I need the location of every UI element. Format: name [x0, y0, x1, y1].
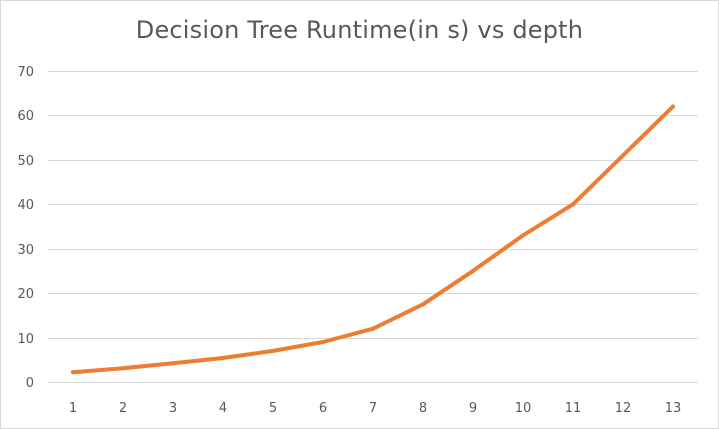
data-point-11 — [571, 202, 575, 207]
x-tick-label: 7 — [369, 401, 377, 416]
x-tick-label: 2 — [119, 401, 127, 416]
data-point-7 — [371, 326, 375, 331]
x-tick-label: 10 — [515, 401, 532, 416]
y-tick-label: 60 — [17, 109, 34, 124]
y-axis-tick-labels: 0 10 20 30 40 50 60 70 — [17, 65, 34, 391]
y-tick-label: 50 — [17, 154, 34, 169]
y-tick-label: 10 — [17, 332, 34, 347]
data-point-6 — [321, 340, 325, 344]
data-point-9 — [471, 268, 475, 273]
y-tick-label: 30 — [17, 243, 34, 258]
y-tick-label: 20 — [17, 287, 34, 302]
series-group — [71, 104, 675, 375]
gridlines — [48, 71, 698, 383]
x-axis-tick-labels: 1 2 3 4 5 6 7 8 9 10 11 12 13 — [69, 401, 681, 416]
data-point-4 — [221, 356, 225, 360]
data-point-13 — [671, 104, 675, 109]
x-tick-label: 8 — [419, 401, 427, 416]
data-point-5 — [271, 348, 275, 353]
series-line — [71, 104, 675, 375]
x-tick-label: 5 — [269, 401, 277, 416]
x-tick-label: 13 — [665, 401, 682, 416]
y-tick-label: 70 — [17, 65, 34, 80]
data-point-10 — [521, 233, 525, 238]
data-point-1 — [71, 370, 75, 375]
chart-title: Decision Tree Runtime(in s) vs depth — [135, 16, 584, 44]
x-tick-label: 9 — [469, 401, 477, 416]
data-point-8 — [421, 302, 425, 307]
x-tick-label: 1 — [69, 401, 77, 416]
data-point-2 — [121, 366, 125, 371]
x-tick-label: 11 — [565, 401, 582, 416]
x-tick-label: 6 — [319, 401, 327, 416]
data-point-3 — [171, 361, 175, 366]
data-point-12 — [621, 153, 625, 158]
x-tick-label: 12 — [615, 401, 632, 416]
y-tick-label: 0 — [26, 376, 34, 391]
x-tick-label: 3 — [169, 401, 177, 416]
y-tick-label: 40 — [17, 198, 34, 213]
x-tick-label: 4 — [219, 401, 227, 416]
